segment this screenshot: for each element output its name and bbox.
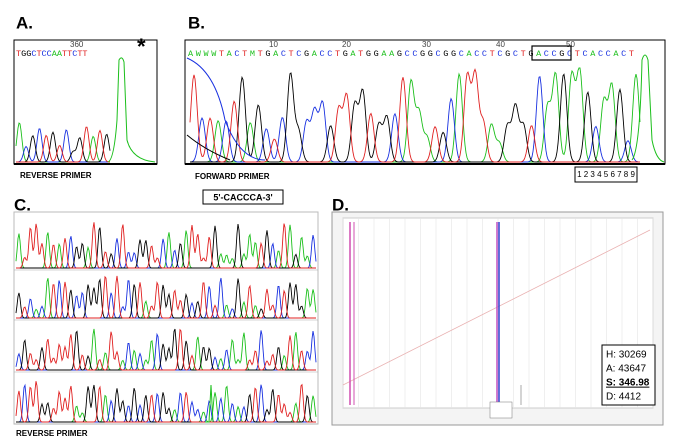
position: 20: [342, 40, 351, 49]
trace: [16, 275, 316, 319]
motif: 5'-CACCCA-3': [213, 192, 272, 202]
trace: [16, 131, 111, 163]
trace: [205, 384, 214, 423]
panel-label: A.: [16, 13, 33, 32]
panel-label: D.: [332, 195, 349, 214]
trace: [631, 54, 665, 163]
trace: [189, 76, 641, 163]
trace: [15, 278, 316, 319]
stat: H: 30269: [606, 350, 647, 361]
position: 10: [269, 40, 278, 49]
callout: [489, 401, 513, 419]
traces: [14, 222, 318, 425]
position: 360: [70, 40, 84, 49]
panel-label: C.: [14, 195, 31, 214]
caption: REVERSE PRIMER: [16, 429, 88, 438]
panel-label: B.: [188, 13, 205, 32]
index-text: 1 2 3 4 5 6 7 8 9: [577, 170, 635, 179]
highlight-box: [531, 45, 572, 61]
caption: REVERSE PRIMER: [20, 171, 92, 180]
marker: *: [137, 34, 146, 59]
trace: [186, 57, 266, 161]
position: 30: [422, 40, 431, 49]
trace: [190, 67, 641, 163]
caption: FORWARD PRIMER: [195, 172, 270, 181]
trace: [16, 222, 316, 269]
stat: A: 43647: [606, 364, 646, 375]
motif-box: [202, 189, 284, 205]
sequence: TGGCTCCAATTCTT: [16, 49, 88, 59]
position: 50: [566, 40, 575, 49]
trace: [16, 328, 316, 371]
trace: [107, 57, 156, 163]
trace: [186, 134, 231, 161]
stats-box: [601, 344, 656, 406]
trace: [16, 126, 110, 163]
trace: [16, 384, 316, 423]
trace: [190, 72, 640, 163]
trace: [15, 381, 316, 423]
traces: [186, 54, 665, 163]
trace: [189, 68, 640, 163]
stat: S: 346.98: [606, 378, 650, 389]
position: 40: [496, 40, 505, 49]
trace: [16, 328, 316, 371]
stat: D: 4412: [606, 392, 641, 403]
traces: [15, 57, 156, 163]
index-box: [574, 166, 638, 183]
